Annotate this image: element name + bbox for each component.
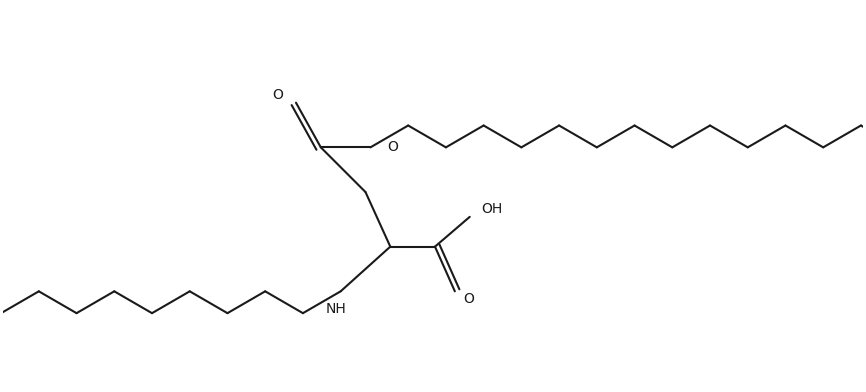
Text: OH: OH xyxy=(481,202,502,216)
Text: O: O xyxy=(387,140,397,154)
Text: NH: NH xyxy=(326,302,346,316)
Text: O: O xyxy=(463,292,475,306)
Text: O: O xyxy=(273,88,283,102)
